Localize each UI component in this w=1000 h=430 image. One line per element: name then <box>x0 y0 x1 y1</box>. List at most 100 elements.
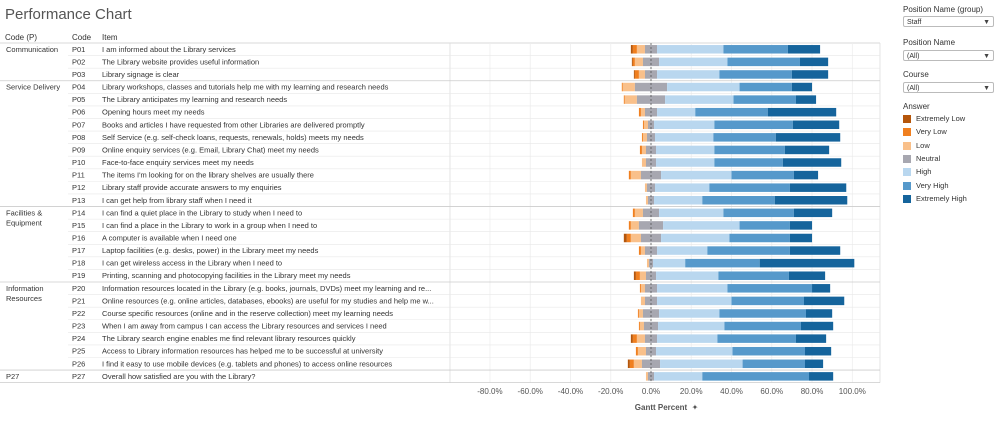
bar-p02-extremely-high <box>799 57 829 67</box>
bar-p17-very-low <box>638 246 641 255</box>
bar-p04-high <box>667 82 740 92</box>
bar-p24-extremely-low <box>630 334 633 343</box>
bar-p26-very-high <box>742 359 805 369</box>
bar-p03-very-low <box>634 70 639 79</box>
bar-p03-very-high <box>719 70 792 79</box>
legend-swatch <box>903 194 911 203</box>
bar-p24-high <box>657 334 718 343</box>
bar-p25-very-low <box>635 346 638 356</box>
bar-p24-very-high <box>717 334 796 343</box>
bar-p15-low <box>630 221 639 230</box>
filter-label-position-name: Position Name <box>903 38 956 47</box>
header-item[interactable]: Item <box>102 33 118 42</box>
course-select[interactable]: (All) ▼ <box>903 82 994 93</box>
bar-p26-extremely-low <box>627 359 630 369</box>
bar-p17-high <box>657 246 708 255</box>
bar-p19-extremely-high <box>788 271 826 280</box>
legend-swatch <box>903 128 911 137</box>
legend-label: High <box>916 167 932 177</box>
bar-p16-low <box>630 233 641 243</box>
row-code: P17 <box>72 246 85 255</box>
row-item: Library staff provide accurate answers t… <box>102 183 282 192</box>
bar-p06-high <box>657 107 696 117</box>
bar-p26-extremely-high <box>804 359 824 369</box>
bar-p27-low <box>645 372 648 381</box>
bar-p09-very-high <box>714 145 785 155</box>
row-item: The Library anticipates my learning and … <box>102 95 287 104</box>
row-code: P22 <box>72 309 85 318</box>
position-group-select[interactable]: Staff ▼ <box>903 16 994 27</box>
bar-p15-very-low <box>628 221 631 230</box>
chevron-down-icon: ▼ <box>983 53 990 60</box>
bar-p19-low <box>639 271 646 280</box>
bar-p23-low <box>639 321 644 331</box>
row-item: Self Service (e.g. self-check loans, req… <box>102 133 364 142</box>
group-label: Information Resources <box>6 284 44 303</box>
x-tick-label: 100.0% <box>839 387 866 396</box>
row-code: P19 <box>72 271 85 280</box>
bar-p09-very-low <box>639 145 642 155</box>
legend-item-high[interactable]: High <box>903 167 932 177</box>
legend-label: Very Low <box>916 127 947 137</box>
row-code: P16 <box>72 233 85 242</box>
row-item: When I am away from campus I can access … <box>102 322 387 331</box>
legend-swatch <box>903 141 911 150</box>
bar-p20-very-low <box>639 284 641 293</box>
x-tick-label: -80.0% <box>477 387 502 396</box>
bar-p05-very-high <box>733 95 796 104</box>
legend-label: Extremely Low <box>916 114 966 123</box>
filter-label-course: Course <box>903 70 929 79</box>
legend-item-neutral[interactable]: Neutral <box>903 154 940 163</box>
bar-p15-extremely-high <box>789 221 813 230</box>
x-tick-label: 0.0% <box>642 387 660 396</box>
row-code: P10 <box>72 158 85 167</box>
legend-item-very-low[interactable]: Very Low <box>903 127 947 137</box>
legend-label: Neutral <box>916 153 941 163</box>
row-code: P18 <box>72 259 85 268</box>
bar-p03-high <box>657 70 720 79</box>
header-group[interactable]: Code (P) <box>5 33 38 42</box>
legend-item-extremely-low[interactable]: Extremely Low <box>903 114 966 124</box>
legend-item-very-high[interactable]: Very High <box>903 181 949 190</box>
position-name-select[interactable]: (All) ▼ <box>903 50 994 61</box>
bar-p27-very-high <box>702 372 810 381</box>
bar-p09-neutral <box>645 145 657 155</box>
bar-p26-very-low <box>629 359 634 369</box>
filter-label-position-group: Position Name (group) <box>903 5 984 14</box>
bar-p04-extremely-high <box>791 82 813 92</box>
bar-p07-high <box>654 120 715 130</box>
row-code: P14 <box>72 208 85 217</box>
bar-p23-extremely-high <box>800 321 834 331</box>
row-item: Books and articles I have requested from… <box>102 120 365 129</box>
bar-p10-very-high <box>714 158 783 167</box>
legend-item-extremely-high[interactable]: Extremely High <box>903 194 967 203</box>
bar-p02-high <box>659 57 728 67</box>
bar-p09-extremely-high <box>784 145 830 155</box>
row-item: Information resources located in the Lib… <box>102 284 431 293</box>
row-item: Access to Library information resources … <box>102 347 383 356</box>
bar-p24-extremely-high <box>795 334 827 343</box>
bar-p26-low <box>633 359 642 369</box>
bar-p08-very-high <box>713 133 776 142</box>
header-code[interactable]: Code <box>72 33 92 42</box>
row-item: I find it easy to use mobile devices (e.… <box>102 359 392 368</box>
bar-p08-very-low <box>641 133 643 142</box>
bar-p02-very-low <box>632 57 635 67</box>
row-item: Course specific resources (online and in… <box>102 309 393 318</box>
group-label: Facilities & Equipment <box>6 208 43 227</box>
bar-p20-high <box>657 284 728 293</box>
row-item: Overall how satisfied are you with the L… <box>102 372 255 381</box>
bar-p12-extremely-high <box>789 183 847 192</box>
bar-p19-extremely-low <box>633 271 636 280</box>
legend-item-low[interactable]: Low <box>903 141 930 150</box>
position-group-value: Staff <box>907 19 922 26</box>
bar-p10-extremely-high <box>782 158 842 167</box>
row-item: Online resources (e.g. online articles, … <box>102 296 434 305</box>
bar-p06-very-low <box>638 107 641 117</box>
chevron-down-icon: ▼ <box>983 85 990 92</box>
bar-p16-very-low <box>626 233 631 243</box>
bar-p22-extremely-high <box>806 309 833 318</box>
bar-p03-low <box>638 70 645 79</box>
x-tick-label: 40.0% <box>720 387 743 396</box>
bar-p19-high <box>656 271 719 280</box>
